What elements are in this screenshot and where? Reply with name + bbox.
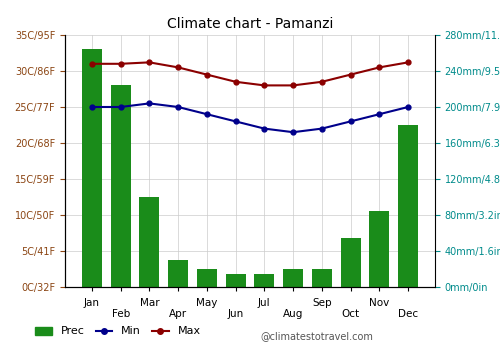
Bar: [226, 273, 246, 287]
Legend: Prec, Min, Max: Prec, Min, Max: [30, 322, 205, 341]
Text: Apr: Apr: [169, 309, 187, 319]
Text: Jan: Jan: [84, 298, 100, 308]
Bar: [140, 197, 160, 287]
Text: Oct: Oct: [342, 309, 359, 319]
Bar: [370, 210, 390, 287]
Bar: [283, 269, 303, 287]
Bar: [312, 269, 332, 287]
Bar: [82, 49, 102, 287]
Text: @climatestotravel.com: @climatestotravel.com: [260, 331, 373, 341]
Bar: [398, 125, 418, 287]
Text: Mar: Mar: [140, 298, 159, 308]
Bar: [110, 84, 130, 287]
Text: Sep: Sep: [312, 298, 332, 308]
Text: Dec: Dec: [398, 309, 418, 319]
Bar: [168, 260, 188, 287]
Bar: [197, 269, 217, 287]
Title: Climate chart - Pamanzi: Climate chart - Pamanzi: [167, 17, 333, 31]
Text: Jul: Jul: [258, 298, 270, 308]
Text: Jun: Jun: [228, 309, 244, 319]
Text: Aug: Aug: [283, 309, 304, 319]
Text: Nov: Nov: [369, 298, 390, 308]
Text: May: May: [196, 298, 218, 308]
Bar: [254, 273, 274, 287]
Bar: [340, 238, 360, 287]
Text: Feb: Feb: [112, 309, 130, 319]
